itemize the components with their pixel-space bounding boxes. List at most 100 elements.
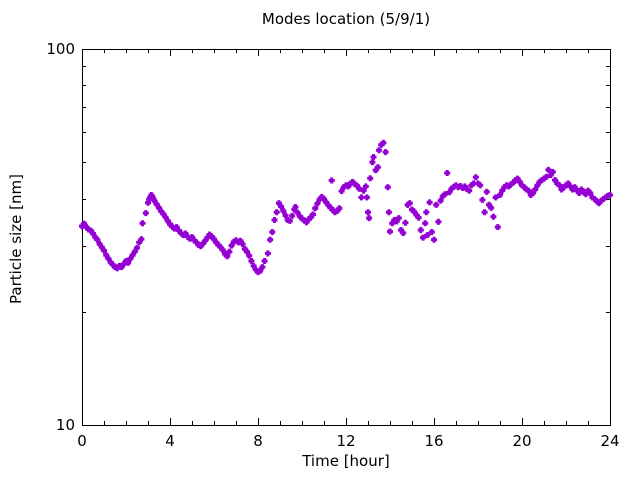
data-point <box>600 196 607 203</box>
data-point <box>514 175 521 182</box>
data-point <box>208 233 215 240</box>
data-point <box>607 191 613 198</box>
data-point <box>404 201 411 208</box>
data-point <box>340 184 347 191</box>
data-point <box>470 180 477 187</box>
data-point <box>224 253 231 260</box>
data-point <box>160 211 167 218</box>
data-point <box>178 230 184 237</box>
data-point <box>184 233 191 240</box>
data-point <box>380 139 387 146</box>
data-point <box>393 218 400 225</box>
data-point <box>261 258 268 265</box>
data-point <box>426 199 433 206</box>
data-point <box>389 220 396 227</box>
data-point <box>239 240 246 247</box>
data-point <box>222 250 228 257</box>
data-point <box>278 203 285 210</box>
data-point <box>483 188 490 195</box>
data-point <box>423 209 430 216</box>
data-point <box>486 201 492 208</box>
data-point <box>354 182 360 189</box>
data-point <box>269 229 276 236</box>
data-point <box>289 212 296 219</box>
data-point <box>574 187 580 194</box>
x-tick-label: 8 <box>253 432 263 450</box>
data-point <box>468 182 475 189</box>
data-point <box>589 194 596 201</box>
data-point <box>120 261 127 268</box>
data-point <box>395 215 402 222</box>
data-point <box>321 196 327 203</box>
data-point <box>167 221 173 228</box>
data-point <box>417 227 424 234</box>
data-point <box>490 213 497 220</box>
data-point <box>372 167 379 174</box>
data-point <box>516 178 523 185</box>
x-axis-title: Time [hour] <box>302 452 390 470</box>
data-point <box>477 182 484 189</box>
data-point <box>563 182 569 189</box>
data-point <box>301 217 308 224</box>
data-point <box>164 217 171 224</box>
data-point <box>444 169 451 176</box>
data-point <box>280 207 287 214</box>
data-point <box>169 223 176 230</box>
data-point <box>479 196 486 203</box>
plot-border <box>82 49 611 426</box>
data-point <box>142 210 149 217</box>
data-point <box>582 191 589 198</box>
data-point <box>398 227 404 234</box>
data-point <box>226 248 233 255</box>
data-point <box>123 258 129 265</box>
data-point <box>363 194 370 201</box>
data-point <box>264 250 271 257</box>
data-point <box>556 182 563 189</box>
data-point <box>382 149 389 156</box>
data-point <box>79 223 85 230</box>
data-point <box>323 199 330 206</box>
data-point <box>437 197 444 204</box>
data-point <box>370 154 377 161</box>
data-point <box>494 224 501 231</box>
data-point <box>459 184 466 191</box>
data-point <box>534 182 541 189</box>
data-point <box>532 186 539 193</box>
data-point <box>472 174 479 181</box>
data-point <box>327 204 334 211</box>
data-point <box>411 208 418 215</box>
data-point <box>162 214 169 221</box>
data-point <box>271 216 278 223</box>
data-point <box>358 194 365 201</box>
data-point <box>83 224 90 231</box>
data-point <box>413 211 420 218</box>
data-point <box>374 164 381 171</box>
data-point <box>139 220 146 227</box>
x-tick-label: 4 <box>165 432 175 450</box>
data-point <box>156 204 162 211</box>
data-point <box>329 207 336 214</box>
data-point <box>96 240 103 247</box>
data-point <box>204 234 211 241</box>
data-point <box>129 252 136 259</box>
data-point <box>292 204 299 211</box>
data-point <box>541 175 547 182</box>
x-tick-label: 0 <box>77 432 87 450</box>
data-point <box>213 239 220 246</box>
data-point <box>92 234 99 241</box>
data-point <box>87 227 94 234</box>
data-point <box>215 242 222 249</box>
data-point <box>431 236 437 243</box>
data-point <box>560 184 567 191</box>
y-axis-title: Particle size [nm] <box>7 174 25 304</box>
data-point <box>602 194 609 201</box>
data-point <box>259 264 266 271</box>
data-point <box>275 200 282 207</box>
data-point <box>109 261 116 268</box>
data-point <box>228 242 235 249</box>
data-point <box>384 184 391 191</box>
data-point <box>294 209 301 216</box>
data-point <box>435 218 442 225</box>
data-point <box>191 237 198 244</box>
data-point <box>446 189 453 196</box>
